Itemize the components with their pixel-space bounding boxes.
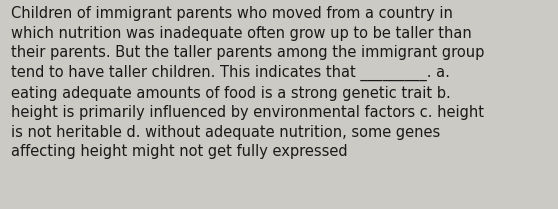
Text: Children of immigrant parents who moved from a country in
which nutrition was in: Children of immigrant parents who moved …: [11, 6, 484, 159]
